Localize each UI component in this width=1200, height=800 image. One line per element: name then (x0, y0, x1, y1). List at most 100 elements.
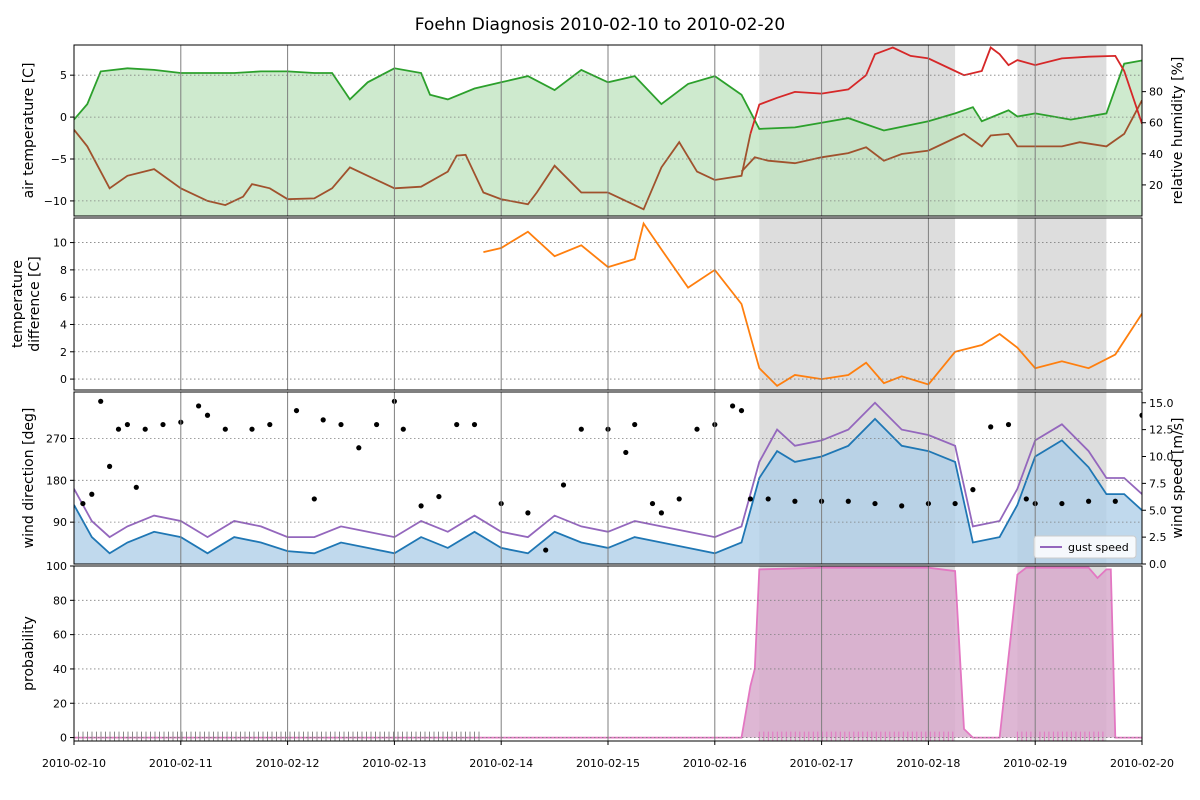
wind-direction-point (765, 496, 771, 502)
temperature-difference-panel (483, 221, 1142, 388)
y-axis-label: probability (21, 616, 37, 691)
x-tick-label: 2010-02-19 (1003, 757, 1067, 770)
y-tick-label: 0 (60, 111, 67, 124)
y-tick-label: 270 (46, 432, 67, 445)
x-tick-label: 2010-02-12 (256, 757, 320, 770)
legend-gust-label: gust speed (1068, 541, 1129, 554)
probability-line (74, 566, 1142, 739)
x-tick-label: 2010-02-14 (469, 757, 533, 770)
y2-tick-label: 10.0 (1149, 451, 1174, 464)
wind-direction-point (320, 417, 326, 423)
wind-direction-point (649, 500, 656, 507)
y-tick-label: 8 (60, 264, 67, 277)
y-tick-label: 180 (46, 474, 67, 487)
wind-direction-point (160, 421, 166, 428)
wind-direction-point (80, 500, 86, 507)
y-tick-label: 20 (53, 697, 67, 710)
y2-tick-label: 20 (1149, 179, 1163, 192)
y-axis-label: temperature (10, 260, 26, 348)
y-tick-label: 6 (60, 291, 67, 304)
y2-tick-label: 80 (1149, 86, 1163, 99)
wind-direction-point (222, 426, 228, 432)
wind-direction-point (970, 487, 976, 493)
wind-direction-point (89, 491, 95, 497)
y-axis-label: air temperature [C] (21, 63, 37, 199)
wind-direction-point (115, 426, 122, 432)
y-tick-label: 5 (60, 69, 67, 82)
wind-direction-point (560, 482, 567, 488)
wind-direction-point (374, 421, 380, 428)
wind-direction-point (1112, 498, 1118, 504)
wind-direction-point (418, 503, 424, 509)
wind-speed-line (74, 417, 1142, 555)
temperature-difference-line (483, 221, 1142, 388)
y-tick-label: −10 (44, 195, 67, 208)
temperature-line-warm (749, 46, 1142, 135)
wind-direction-point (1059, 500, 1065, 507)
probability-area (74, 567, 1142, 738)
wind-direction-point (1139, 412, 1142, 418)
probability-panel (74, 566, 1142, 741)
x-tick-label: 2010-02-20 (1110, 757, 1174, 770)
wind-direction-point (454, 421, 460, 428)
wind-direction-point (632, 421, 638, 428)
wind-direction-point (311, 496, 317, 502)
wind-direction-point (845, 498, 851, 504)
wind-direction-point (1005, 421, 1012, 428)
wind-direction-point (436, 493, 442, 500)
y2-tick-label: 40 (1149, 148, 1163, 161)
y-tick-label: 40 (53, 663, 67, 676)
wind-direction-point (694, 426, 700, 432)
y-tick-label: −5 (51, 153, 67, 166)
wind-direction-point (133, 484, 139, 490)
wind-direction-point (952, 500, 958, 507)
wind-direction-point (658, 510, 665, 516)
wind-direction-point (730, 403, 736, 409)
wind-direction-point (1086, 498, 1092, 504)
wind-direction-point (204, 412, 211, 418)
wind-direction-point (196, 403, 202, 409)
y-tick-label: 2 (60, 346, 67, 359)
wind-direction-point (338, 421, 344, 428)
rug-missing-data (74, 731, 480, 741)
wind-direction-point (249, 426, 255, 432)
y2-tick-label: 15.0 (1149, 397, 1174, 410)
wind-direction-point (623, 449, 629, 456)
x-tick-label: 2010-02-18 (896, 757, 960, 770)
panel-frame (73, 44, 1143, 217)
wind-direction-point (98, 398, 104, 404)
rug-foehn (758, 731, 954, 741)
gust-speed-line (74, 401, 1142, 539)
legend-box (1033, 535, 1137, 559)
y2-axis-label: wind speed [m/s] (1170, 418, 1186, 539)
wind-direction-point (142, 426, 148, 432)
wind-direction-point (525, 510, 531, 516)
x-tick-label: 2010-02-10 (42, 757, 106, 770)
y-tick-label: 0 (60, 732, 67, 745)
y-axis-label: wind direction [deg] (21, 408, 37, 549)
wind-direction-point (471, 421, 478, 428)
y-tick-label: 60 (53, 629, 67, 642)
wind-direction-point (578, 426, 584, 432)
panel-frame (73, 217, 1143, 391)
y2-tick-label: 7.5 (1149, 477, 1167, 490)
x-tick-label: 2010-02-15 (576, 757, 640, 770)
x-tick-label: 2010-02-16 (683, 757, 747, 770)
wind-direction-point (899, 503, 905, 509)
y2-tick-label: 60 (1149, 117, 1163, 130)
wind-direction-point (124, 421, 130, 428)
crest-temperature-line (740, 99, 1142, 173)
wind-direction-point (293, 407, 300, 414)
wind-direction-point (400, 426, 406, 432)
wind-direction-point (792, 498, 798, 504)
x-tick-label: 2010-02-11 (149, 757, 213, 770)
wind-legend: gust speed (1033, 535, 1137, 559)
humidity-line (74, 59, 1142, 132)
x-tick-label: 2010-02-13 (362, 757, 426, 770)
panel-frame (73, 391, 1143, 565)
y2-tick-label: 5.0 (1149, 504, 1167, 517)
wind-direction-point (747, 496, 754, 502)
x-tick-label: 2010-02-17 (790, 757, 854, 770)
wind-direction-point (543, 547, 549, 553)
